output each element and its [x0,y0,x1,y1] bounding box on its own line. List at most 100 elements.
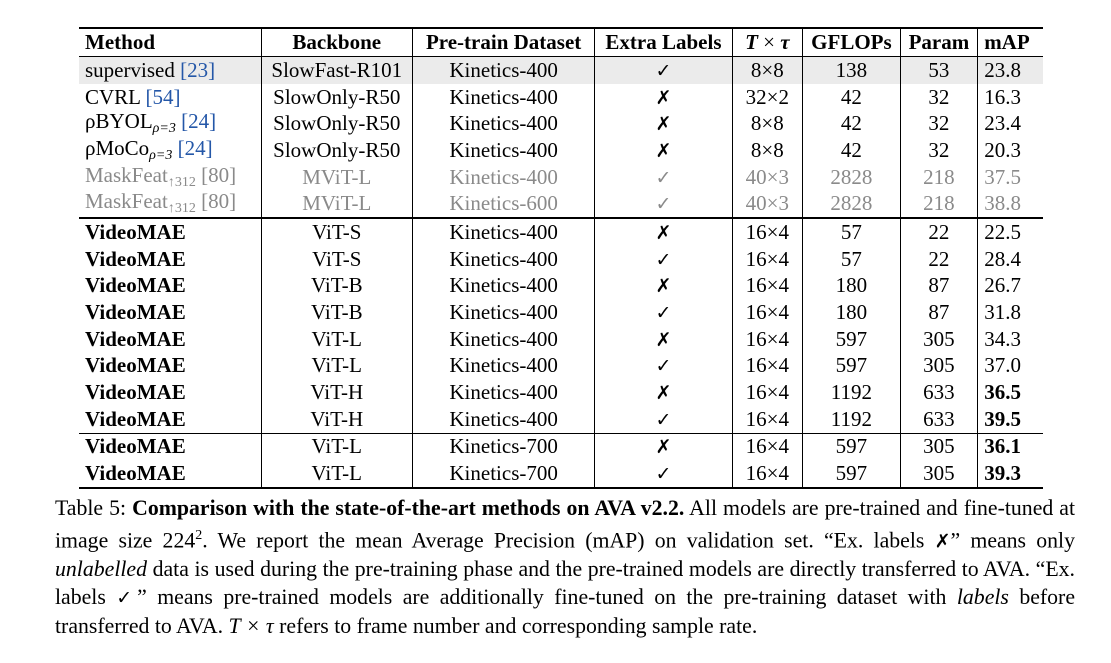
check-mark-icon: ✓ [655,166,672,189]
table-caption: Table 5: Comparison with the state-of-th… [55,496,1075,639]
cell-backbone: ViT-B [261,299,413,326]
cell-t-tau: 16×4 [732,405,804,434]
citation: [80] [201,189,237,214]
check-mark-icon: ✓ [655,355,672,378]
cell-map: 23.8 [977,56,1043,84]
cell-map: 36.1 [977,432,1043,461]
cell-map: 20.3 [984,137,1021,162]
cell-labels: ✓ [594,190,733,219]
cross-mark-icon: ✗ [655,139,672,162]
table-row: CVRL [54] SlowOnly-R50 Kinetics-400 ✗ 32… [79,83,1043,111]
table-row: supervised [23] SlowFast-R101 Kinetics-4… [79,56,1043,84]
cell-map: 37.0 [984,353,1021,378]
results-table: Method Backbone Pre-train Dataset Extra … [79,27,1043,489]
cell-gflops: 597 [802,460,901,489]
citation: [80] [201,162,237,187]
cell-map: 23.4 [984,111,1021,136]
check-mark-icon: ✓ [655,248,672,271]
table-row: VideoMAE ViT-L Kinetics-400 ✗ 16×4 597 3… [79,325,1043,353]
cell-backbone: MViT-L [261,163,413,191]
cell-method: CVRL [54] [79,83,262,111]
cell-t-tau: 16×4 [732,272,804,300]
header-method: Method [79,28,262,57]
cell-dataset: Kinetics-400 [412,137,596,164]
cell-method: VideoMAE [79,217,262,246]
cell-map: 31.8 [984,300,1021,325]
cell-t-tau: 16×4 [732,217,804,246]
cell-t-tau: 40×3 [732,190,804,219]
cell-dataset: Kinetics-400 [412,163,596,191]
check-mark-icon: ✓ [655,59,672,82]
cell-dataset: Kinetics-400 [412,352,596,380]
table-body: supervised [23] SlowFast-R101 Kinetics-4… [79,56,1043,489]
cell-param: 32 [900,83,979,111]
cell-gflops: 597 [802,432,901,461]
cell-map: 37.5 [984,164,1021,189]
cell-dataset: Kinetics-400 [412,110,596,138]
cell-gflops: 57 [802,217,901,246]
cell-t-tau: 16×4 [732,352,804,380]
cross-mark-icon: ✗ [655,113,672,136]
cell-dataset: Kinetics-400 [412,217,596,246]
cell-method: ρBYOLρ=3 [24] [79,109,262,138]
cell-dataset: Kinetics-400 [412,379,596,406]
cell-backbone: ViT-B [261,272,413,300]
cell-param: 87 [900,299,979,326]
cell-param: 218 [900,163,979,191]
cell-dataset: Kinetics-400 [412,325,596,353]
citation: [24] [181,109,217,134]
header-backbone: Backbone [261,28,413,57]
paper-page: Method Backbone Pre-train Dataset Extra … [55,27,1075,640]
cell-gflops: 138 [802,56,901,84]
table-row: VideoMAE ViT-H Kinetics-400 ✓ 16×4 1192 … [79,405,1043,434]
cell-method: VideoMAE [79,245,262,273]
table-header: Method Backbone Pre-train Dataset Extra … [79,28,1043,57]
cell-t-tau: 16×4 [732,460,804,489]
cell-map: 28.4 [984,246,1021,271]
cell-dataset: Kinetics-400 [412,405,596,434]
cell-labels: ✓ [594,56,733,84]
cell-gflops: 597 [802,325,901,353]
cell-t-tau: 8×8 [732,110,804,138]
cell-method: VideoMAE [79,432,262,461]
table-row: VideoMAE ViT-L Kinetics-700 ✓ 16×4 597 3… [79,460,1043,489]
cell-t-tau: 32×2 [732,83,804,111]
cell-method: VideoMAE [79,405,262,434]
check-mark-icon: ✓ [655,408,672,431]
cell-backbone: ViT-L [261,352,413,380]
cell-method: VideoMAE [79,272,262,300]
cross-mark-icon: ✗ [655,221,672,244]
cell-backbone: MViT-L [261,190,413,219]
table-row: ρBYOLρ=3 [24] SlowOnly-R50 Kinetics-400 … [79,109,1043,138]
cell-dataset: Kinetics-400 [412,245,596,273]
cell-labels: ✗ [594,217,733,246]
cell-backbone: SlowOnly-R50 [261,83,413,111]
cell-param: 22 [900,245,979,273]
cell-gflops: 42 [802,110,901,138]
cross-mark-icon: ✗ [655,436,672,459]
cell-labels: ✗ [594,325,733,353]
cell-method: VideoMAE [79,379,262,406]
cell-method: VideoMAE [79,299,262,326]
cell-backbone: ViT-L [261,325,413,353]
table-row: VideoMAE ViT-H Kinetics-400 ✗ 16×4 1192 … [79,379,1043,406]
cell-map: 26.7 [984,273,1021,298]
cell-backbone: ViT-H [261,379,413,406]
cross-mark-icon: ✗ [934,530,951,553]
cell-labels: ✗ [594,110,733,138]
cell-param: 305 [900,325,979,353]
cell-map: 22.5 [977,217,1043,246]
cell-labels: ✗ [594,137,733,164]
cell-map: 34.3 [984,326,1021,351]
cell-dataset: Kinetics-400 [412,56,596,84]
cell-backbone: ViT-S [261,217,413,246]
cell-param: 305 [900,432,979,461]
citation: [24] [177,135,213,160]
cell-dataset: Kinetics-600 [412,190,596,219]
cell-t-tau: 16×4 [732,299,804,326]
cell-backbone: ViT-L [261,460,413,489]
cell-t-tau: 8×8 [732,137,804,164]
cell-labels: ✗ [594,379,733,406]
cell-method: MaskFeat↑312 [80] [79,162,262,191]
cell-backbone: ViT-H [261,405,413,434]
